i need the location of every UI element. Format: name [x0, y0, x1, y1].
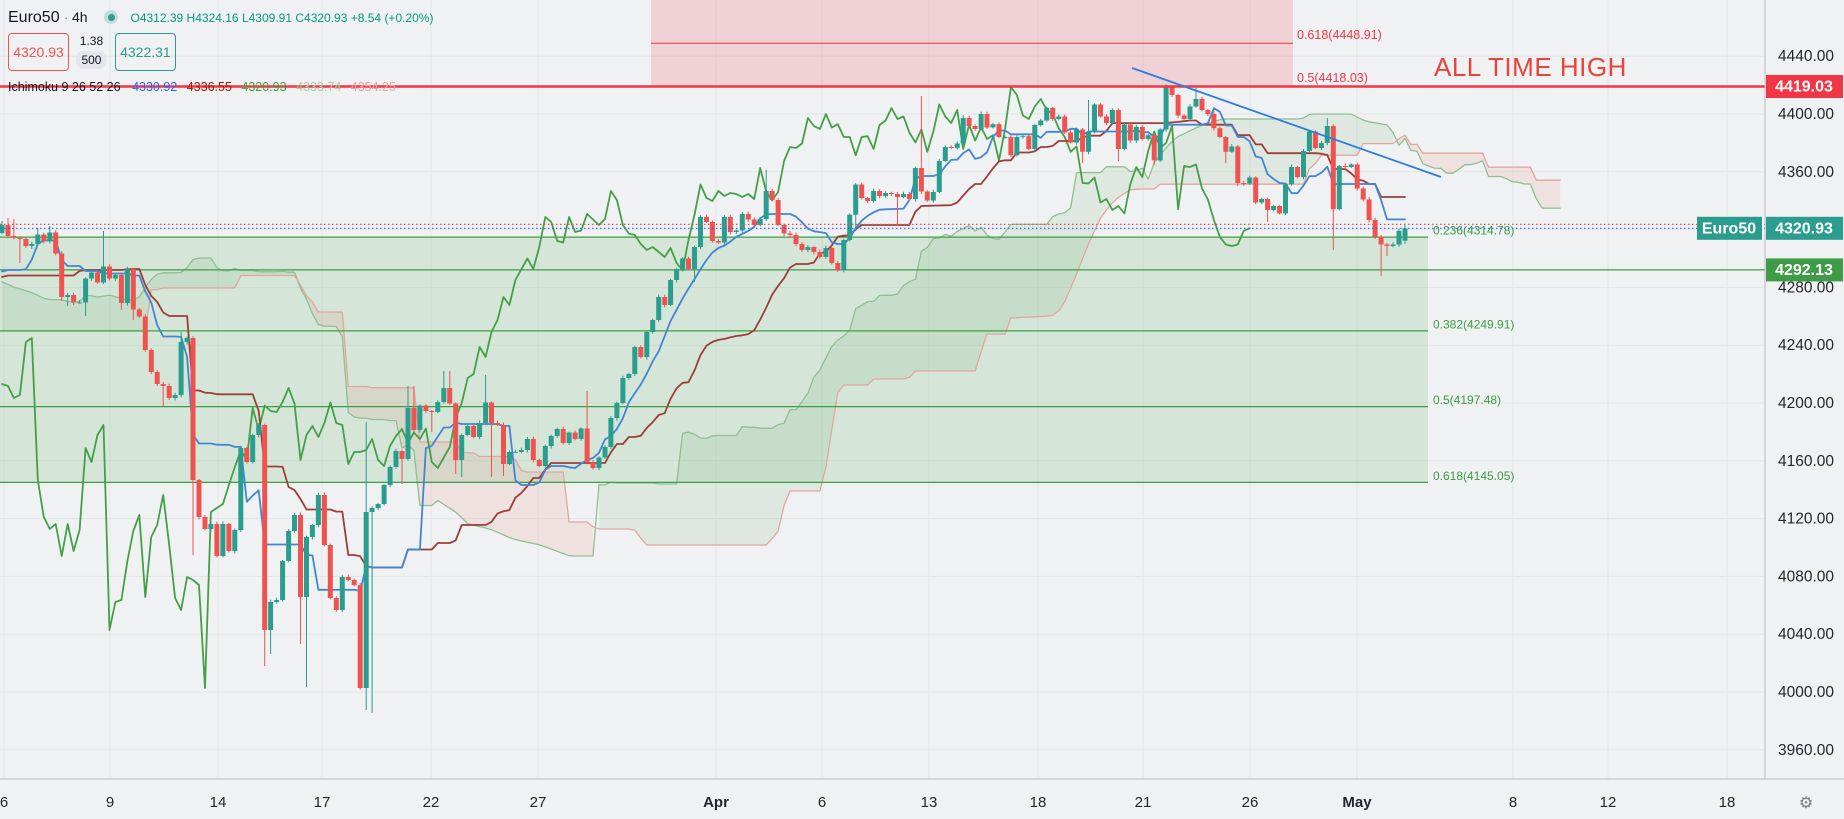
svg-text:4400.00: 4400.00 [1778, 106, 1834, 123]
svg-text:0.5(4418.03): 0.5(4418.03) [1297, 71, 1368, 85]
svg-text:18: 18 [1719, 794, 1736, 811]
svg-text:3960.00: 3960.00 [1778, 742, 1834, 759]
svg-text:0.618(4145.05): 0.618(4145.05) [1433, 469, 1514, 483]
svg-text:6: 6 [0, 794, 8, 811]
svg-text:Euro50: Euro50 [1702, 220, 1756, 237]
svg-text:6: 6 [818, 794, 826, 811]
svg-text:4440.00: 4440.00 [1778, 48, 1834, 65]
svg-text:Apr: Apr [703, 794, 729, 811]
svg-text:27: 27 [530, 794, 547, 811]
svg-text:4040.00: 4040.00 [1778, 626, 1834, 643]
svg-text:8: 8 [1509, 794, 1517, 811]
svg-text:⚙: ⚙ [1799, 795, 1813, 812]
svg-text:4292.13: 4292.13 [1775, 262, 1833, 279]
svg-text:0.618(4448.91): 0.618(4448.91) [1297, 28, 1382, 42]
svg-text:12: 12 [1600, 794, 1617, 811]
svg-text:4320.93: 4320.93 [1775, 220, 1833, 237]
svg-text:0.382(4249.91): 0.382(4249.91) [1433, 317, 1514, 331]
svg-text:18: 18 [1030, 794, 1047, 811]
svg-text:4280.00: 4280.00 [1778, 279, 1834, 296]
svg-text:4120.00: 4120.00 [1778, 511, 1834, 528]
svg-text:14: 14 [210, 794, 227, 811]
svg-text:9: 9 [106, 794, 114, 811]
svg-text:4419.03: 4419.03 [1775, 79, 1833, 96]
svg-text:4080.00: 4080.00 [1778, 568, 1834, 585]
svg-text:4240.00: 4240.00 [1778, 337, 1834, 354]
svg-text:13: 13 [921, 794, 938, 811]
svg-text:4360.00: 4360.00 [1778, 164, 1834, 181]
svg-text:26: 26 [1242, 794, 1259, 811]
svg-text:22: 22 [423, 794, 440, 811]
svg-text:4200.00: 4200.00 [1778, 395, 1834, 412]
svg-text:0.5(4197.48): 0.5(4197.48) [1433, 393, 1501, 407]
svg-text:4000.00: 4000.00 [1778, 684, 1834, 701]
svg-text:May: May [1342, 794, 1372, 811]
svg-text:ALL TIME HIGH: ALL TIME HIGH [1434, 52, 1627, 82]
svg-text:17: 17 [314, 794, 331, 811]
svg-text:0.236(4314.78): 0.236(4314.78) [1433, 224, 1514, 238]
svg-text:21: 21 [1135, 794, 1152, 811]
svg-text:4160.00: 4160.00 [1778, 453, 1834, 470]
